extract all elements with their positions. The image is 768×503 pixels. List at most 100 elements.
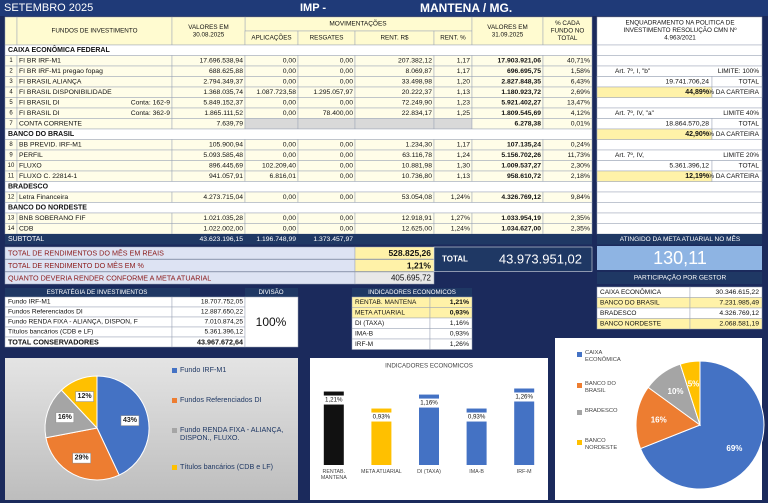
legend-swatch [172, 428, 177, 433]
cell-text: 5.156.702,26 [501, 152, 541, 159]
row-number: 5 [9, 100, 13, 106]
cell-text: 1,13 [457, 89, 470, 96]
header-cell [471, 16, 544, 46]
estrategia-name: TOTAL CONSERVADORES [8, 338, 99, 347]
section-title: BANCO DO BRASIL [8, 131, 75, 138]
row-number: 9 [9, 152, 13, 158]
totals-value: 405.695,72 [391, 274, 432, 283]
legend-swatch [577, 440, 582, 445]
pie-label: 12% [78, 393, 93, 400]
legend-swatch [172, 368, 177, 373]
row-number: 2 [9, 68, 13, 74]
fund-name: Letra Financeira [19, 194, 68, 201]
pie-label: 16% [58, 414, 73, 421]
cell-text: 0,00 [340, 194, 353, 201]
legend-swatch [577, 352, 582, 357]
cell-text: 5.921.402,27 [501, 99, 541, 106]
cell-text: 0,00 [283, 152, 296, 159]
cell-text: 12.625,00 [402, 225, 432, 232]
section-title: BRADESCO [8, 183, 49, 190]
cell-text: 0,00 [283, 57, 296, 64]
fund-name: CDB [19, 225, 34, 232]
indicador-name: RENTAB. MANTENA [355, 299, 417, 306]
limit: LIMITE: 100% [718, 68, 759, 75]
section-row [4, 181, 593, 193]
cell-text: 10.736,80 [402, 173, 432, 180]
pie-label: 43% [123, 417, 138, 424]
panel-header [596, 16, 763, 46]
share-label: % DA CARTEIRA [708, 131, 759, 138]
fund-name: FI BRASIL DI [19, 110, 60, 117]
pie-label: 69% [726, 444, 742, 453]
limit: LIMITE 20% [723, 152, 759, 159]
fund-name: FI BR IRF-M1 pregao fopag [19, 68, 103, 75]
entity: IMP - [300, 2, 326, 14]
panel-cell [711, 128, 763, 140]
row-number: 3 [9, 79, 13, 85]
indicador-name: IRF-M [355, 341, 373, 348]
cell-text: 105.900,94 [209, 141, 243, 148]
article: Art. 7º, IV, "a" [615, 110, 655, 117]
pie-slice [60, 375, 98, 430]
share-label: % DA CARTEIRA [708, 173, 759, 180]
cell-text: 1.809.545,69 [501, 110, 541, 117]
total: 5.361.396,12 [669, 162, 709, 169]
header-bar [0, 0, 768, 16]
x-tick-label: IRF-M [516, 469, 532, 475]
totals-value: 1,21% [407, 261, 432, 271]
cell-text: 0,00 [340, 68, 353, 75]
totals-label: TOTAL DE RENDIMENTO DO MÊS EM % [8, 261, 145, 270]
estrategia-value: 7.010.874,25 [204, 319, 243, 326]
column-header: 30.08.2025 [193, 31, 225, 38]
subtotal-label: SUBTOTAL [8, 236, 44, 243]
limit: LIMITE 40% [723, 110, 759, 117]
column-header: RENT. R$ [381, 35, 409, 42]
panel-title: 4.963/2021 [664, 35, 696, 42]
panel-cell [596, 212, 763, 224]
cell-text: 53.054,08 [402, 194, 432, 201]
cell-text: 0,00 [283, 225, 296, 232]
cell-text: 896.445,69 [209, 162, 243, 169]
fund-name: FI BRASIL DI [19, 99, 60, 106]
total-box [433, 246, 593, 272]
cell-text: 1,17 [457, 141, 470, 148]
label-box [120, 415, 140, 426]
cell-text: 2,35% [571, 225, 590, 232]
panel-cell [596, 44, 763, 56]
cell-text: 0,00 [340, 141, 353, 148]
cell-text: 0,00 [283, 141, 296, 148]
share: 12,19% [685, 173, 710, 180]
cell-text: 1.180.923,72 [501, 89, 541, 96]
bar [371, 408, 392, 465]
cell-text: 1,13 [457, 173, 470, 180]
indicador-value: 0,93% [450, 309, 469, 316]
cell-text: 17.696.538,94 [200, 57, 244, 64]
subtotal-value: 1.373.457,97 [313, 236, 353, 243]
estrategia-name: Fundo IRF-M1 [8, 299, 51, 306]
bar-label: 1,26% [515, 394, 533, 401]
gestor: BANCO NORDESTE [600, 320, 662, 327]
participacao-title: PARTICIPAÇÃO POR GESTOR [634, 273, 727, 282]
cell-text: 6.816,01 [270, 173, 297, 180]
column-header: RESGATES [310, 35, 344, 42]
division-cell [244, 296, 299, 348]
account: Conta: 362-9 [131, 110, 171, 117]
cell [16, 223, 173, 235]
column-header: APLICAÇÕES [251, 33, 291, 42]
cell-text: 0,00 [283, 99, 296, 106]
indicador-name: DI (TAXA) [355, 320, 384, 327]
fund-name: FI BRASIL DISPONIBILIDADE [19, 89, 112, 96]
division-header [245, 288, 298, 297]
cell-text: 17.903.921,06 [498, 57, 542, 64]
cell-text: 0,00 [340, 99, 353, 106]
cell-text: 1,24 [457, 152, 470, 159]
fund-name: FI BRASIL ALIANÇA [19, 78, 82, 85]
cell-text: 1.034.627,00 [501, 225, 541, 232]
bar-label: 0,93% [468, 414, 486, 421]
estrategia-title: ESTRATÉGIA DE INVESTIMENTOS [47, 289, 148, 296]
cell-text: 13,47% [567, 99, 590, 106]
cell-text: 0,24% [571, 141, 590, 148]
column-header: VALORES EM [487, 24, 527, 31]
indicadores-title: INDICADORES ECONOMICOS [368, 289, 456, 296]
cell-text: 63.116,78 [402, 152, 432, 159]
